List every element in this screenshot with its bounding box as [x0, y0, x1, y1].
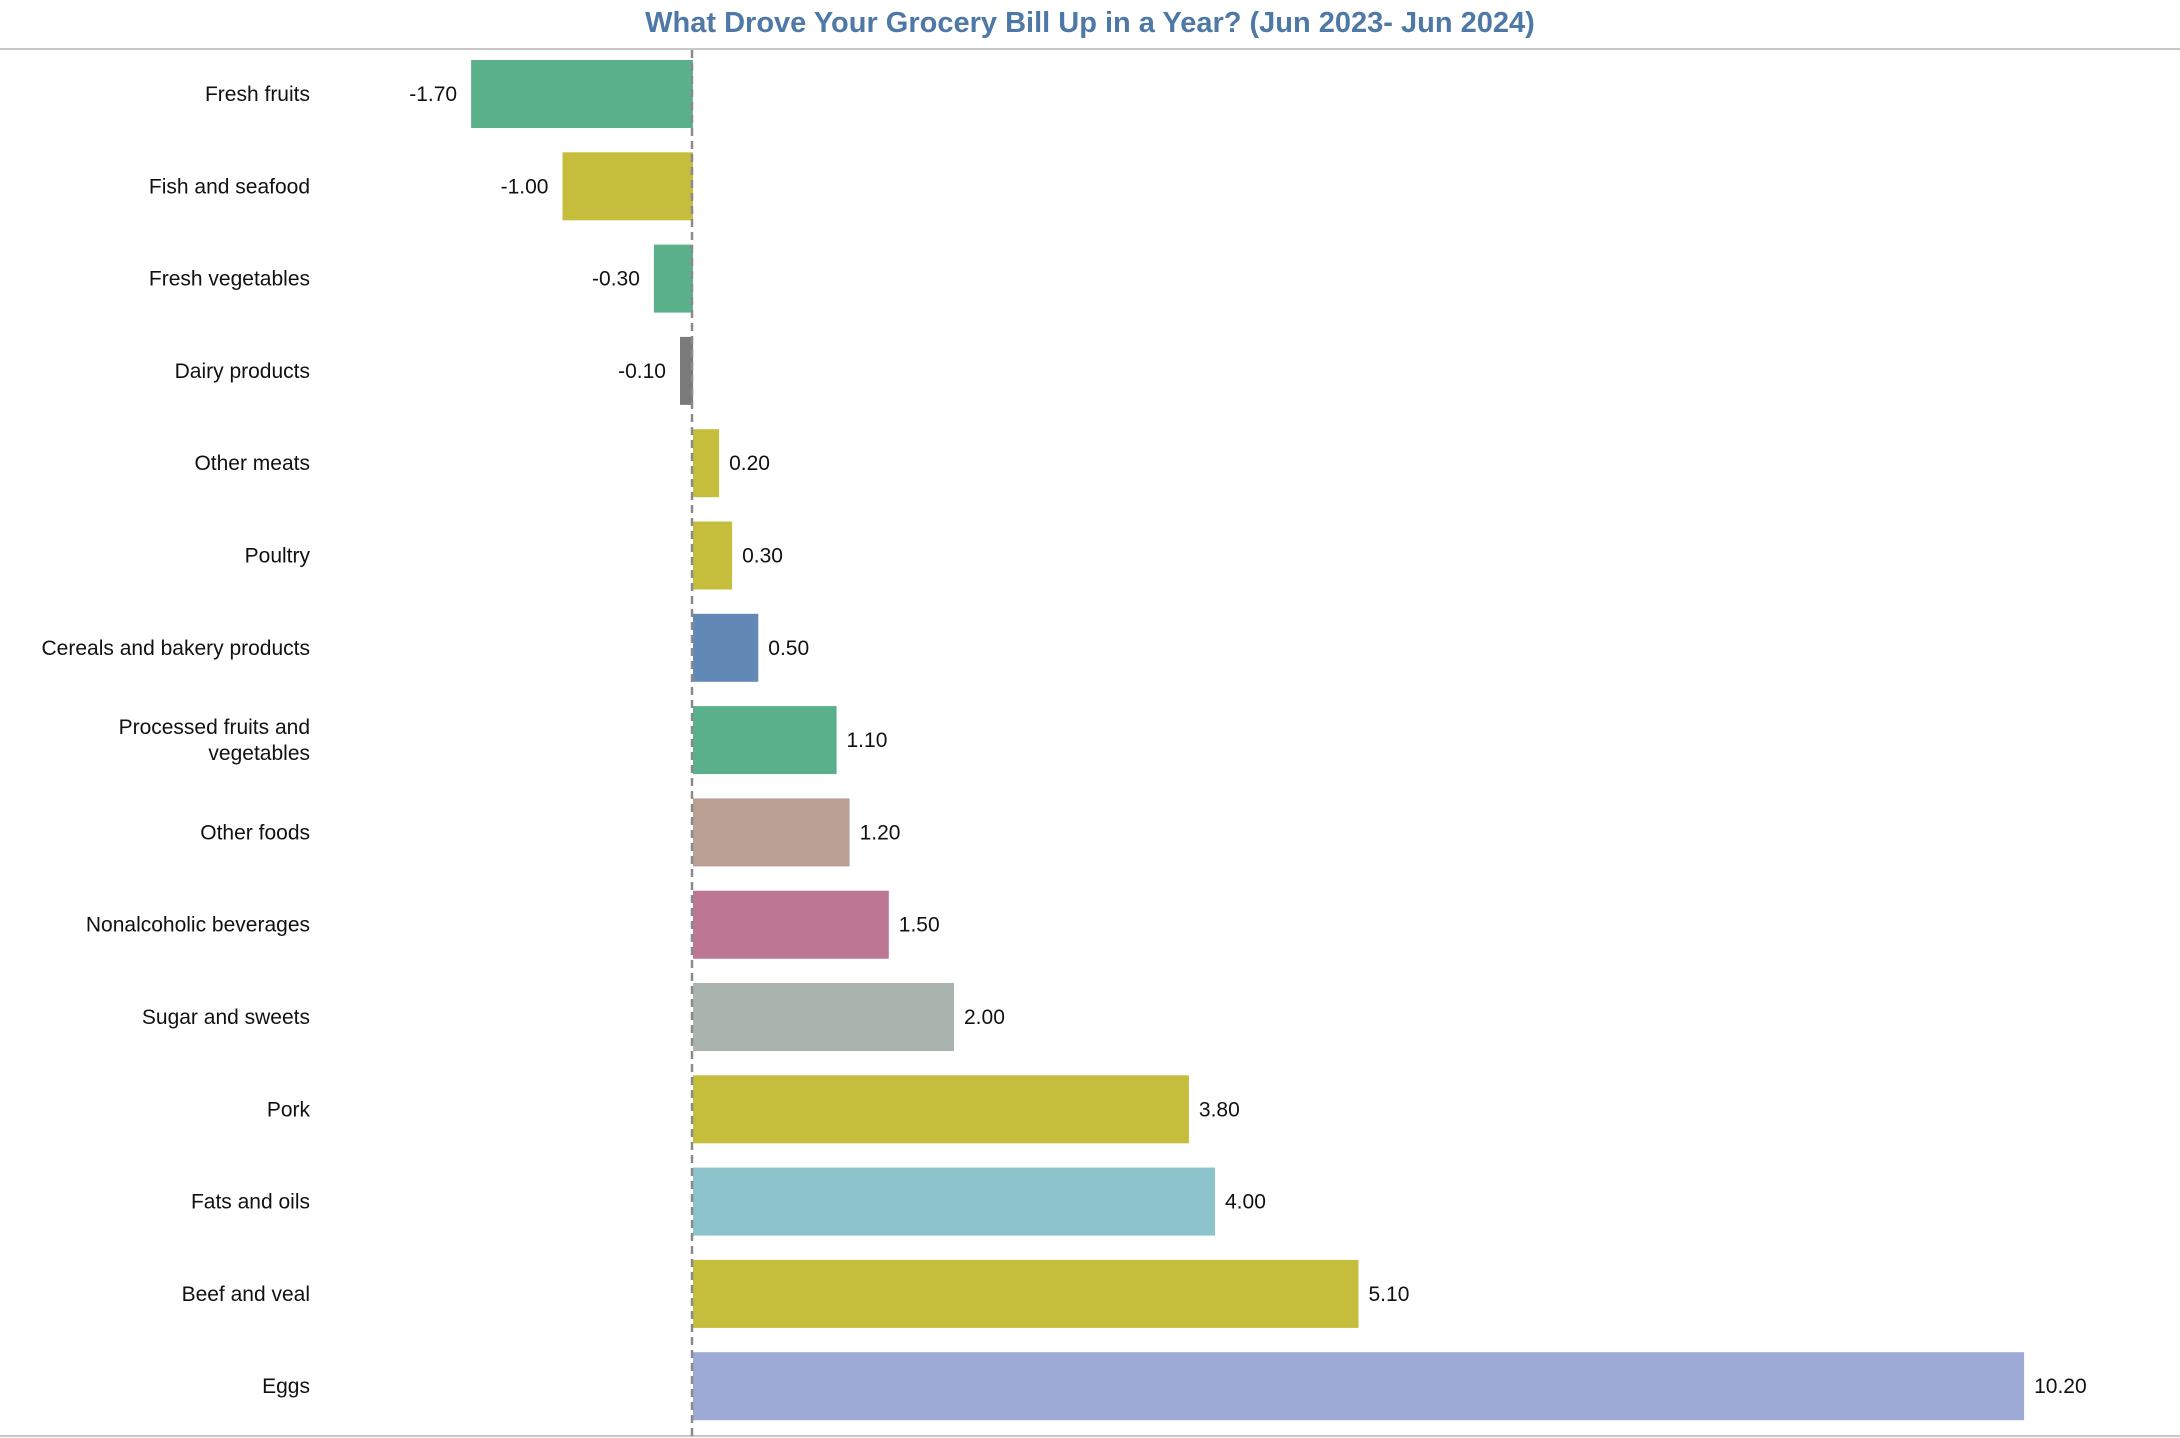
category-label-6: Cereals and bakery products: [42, 637, 310, 660]
bar-10: [693, 983, 954, 1051]
value-label-13: 5.10: [1369, 1283, 1410, 1306]
value-label-14: 10.20: [2034, 1375, 2087, 1398]
bars-layer: [471, 60, 2025, 1421]
bar-7: [693, 706, 837, 775]
bar-6: [693, 613, 759, 682]
value-label-7: 1.10: [847, 729, 888, 752]
bar-13: [693, 1259, 1359, 1328]
bar-4: [693, 429, 720, 498]
value-label-6: 0.50: [768, 637, 809, 660]
value-label-10: 2.00: [964, 1006, 1005, 1029]
category-label-7: Processed fruits and vegetables: [119, 716, 310, 765]
category-label-8: Other foods: [200, 821, 310, 844]
category-label-14: Eggs: [262, 1375, 310, 1398]
category-label-4: Other meats: [194, 452, 310, 475]
value-label-9: 1.50: [899, 914, 940, 937]
bar-5: [693, 521, 733, 590]
bar-11: [693, 1075, 1189, 1144]
bar-2: [653, 244, 693, 313]
category-label-11: Pork: [267, 1098, 311, 1121]
value-label-4: 0.20: [729, 452, 770, 475]
bar-12: [693, 1167, 1215, 1236]
category-label-12: Fats and oils: [191, 1191, 310, 1214]
category-label-0: Fresh fruits: [205, 83, 310, 106]
bar-1: [562, 152, 693, 221]
value-label-3: -0.10: [618, 360, 666, 383]
bar-14: [693, 1352, 2025, 1421]
value-label-8: 1.20: [860, 821, 901, 844]
bar-9: [693, 890, 889, 959]
value-label-0: -1.70: [409, 83, 457, 106]
value-label-1: -1.00: [501, 175, 549, 198]
bar-8: [693, 798, 850, 867]
bar-0: [471, 60, 693, 128]
value-label-11: 3.80: [1199, 1098, 1240, 1121]
value-label-12: 4.00: [1225, 1191, 1266, 1214]
labels-layer: Fresh fruits -1.70 Fish and seafood -1.00 Fr…: [42, 83, 2087, 1398]
category-label-3: Dairy products: [175, 360, 310, 383]
category-label-13: Beef and veal: [182, 1283, 310, 1306]
category-label-5: Poultry: [245, 545, 311, 568]
value-label-2: -0.30: [592, 268, 640, 291]
value-label-5: 0.30: [742, 545, 783, 568]
category-label-1: Fish and seafood: [149, 175, 310, 198]
bar-3: [680, 336, 694, 405]
category-label-10: Sugar and sweets: [142, 1006, 310, 1029]
category-label-9: Nonalcoholic beverages: [86, 914, 310, 937]
chart-title: What Drove Your Grocery Bill Up in a Yea…: [645, 7, 1535, 39]
category-label-2: Fresh vegetables: [149, 268, 310, 291]
